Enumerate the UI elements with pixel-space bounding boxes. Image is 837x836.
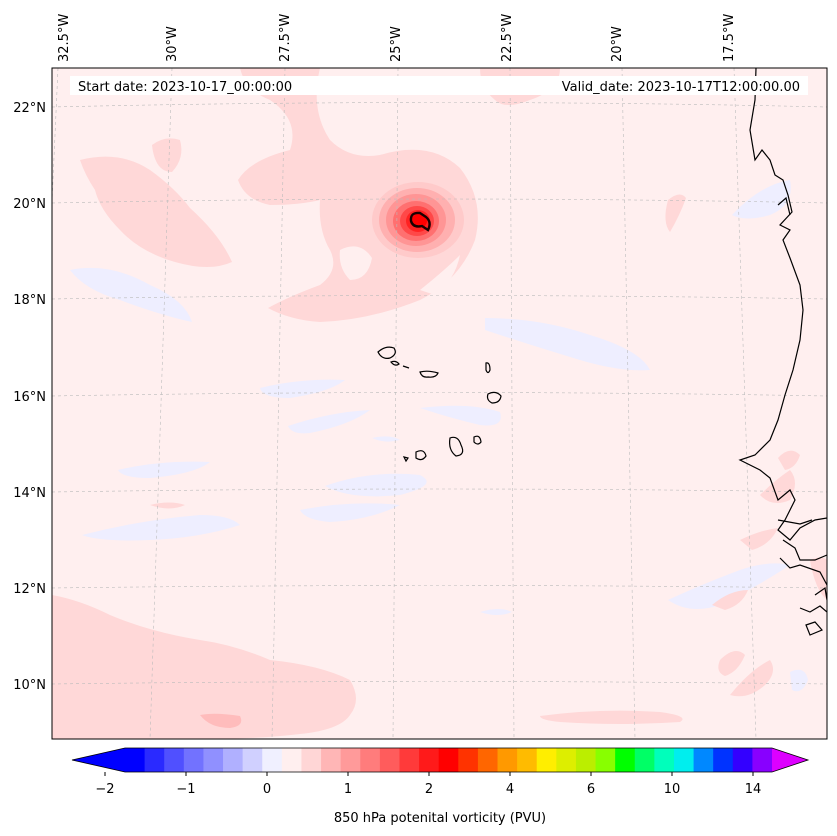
colorbar-cell [281,748,302,772]
colorbar-cell [595,748,616,772]
lat-label: 12°N [13,582,46,597]
colorbar-tick-labels: −2 −1 0 1 2 4 6 10 14 [95,782,761,797]
lon-label: 20°W [610,26,625,62]
colorbar-tick-label: 6 [587,782,595,797]
start-date-text: Start date: 2023-10-17_00:00:00 [78,80,292,95]
colorbar-cell [242,748,263,772]
colorbar-tick-label: 0 [263,782,271,797]
colorbar-cell [654,748,675,772]
cape-verde-islands [377,346,502,463]
colorbar-cell [340,748,361,772]
colorbar-cell [438,748,459,772]
african-coastline [738,68,827,636]
colorbar-cell [399,748,420,772]
lon-label: 32.5°W [57,14,72,62]
colorbar-tick-label: 14 [745,782,762,797]
lat-label: 20°N [13,197,46,212]
storm-pv-core [372,182,464,258]
pv-hole [339,246,372,280]
colorbar-cell [183,748,204,772]
colorbar-cell [732,748,753,772]
colorbar-cell [615,748,636,772]
valid-date-text: Valid_date: 2023-10-17T12:00:00.00 [562,80,800,95]
colorbar-cell [536,748,557,772]
colorbar-cell [144,748,165,772]
map-frame [51,67,828,740]
map-area [52,68,827,739]
latitude-labels: 22°N 20°N 18°N 16°N 14°N 12°N 10°N [13,101,46,693]
colorbar-cell [379,748,400,772]
colorbar-tick-label: 4 [506,782,514,797]
colorbar-cell [262,748,283,772]
lon-label: 25°W [389,26,404,62]
colorbar: −2 −1 0 1 2 4 6 10 14 850 hPa potenital … [71,747,810,826]
colorbar-cell [321,748,342,772]
colorbar-tick-label: −1 [176,782,195,797]
colorbar-tick-label: 2 [425,782,433,797]
lon-label: 22.5°W [500,14,515,62]
lat-label: 22°N [13,101,46,116]
longitude-labels: 32.5°W 30°W 27.5°W 25°W 22.5°W 20°W 17.5… [57,14,737,62]
colorbar-cell [556,748,577,772]
lon-label: 17.5°W [722,14,737,62]
moderate-pv-patches [200,713,242,728]
lon-label: 30°W [165,26,180,62]
lon-label: 27.5°W [278,14,293,62]
colorbar-cell [477,748,499,772]
lat-label: 10°N [13,678,46,693]
colorbar-cell [125,748,146,772]
colorbar-cell [203,748,224,772]
colorbar-outline [71,747,810,773]
colorbar-cell [693,748,714,772]
colorbar-cell [673,748,695,772]
colorbar-cell [360,748,381,772]
positive-pv-patches [52,68,827,739]
header-box [70,76,808,95]
lat-label: 18°N [13,293,46,308]
colorbar-cell [752,748,773,772]
colorbar-cells [125,748,773,772]
pv-hole-2 [420,255,460,295]
colorbar-over-arrow [772,748,808,772]
colorbar-cell [713,748,734,772]
colorbar-under-arrow [72,748,125,772]
gridlines [52,68,827,739]
colorbar-cell [575,748,597,772]
lat-label: 16°N [13,390,46,405]
colorbar-tick-label: −2 [95,782,114,797]
colorbar-cell [223,748,244,772]
colorbar-cell [634,748,655,772]
lat-label: 14°N [13,486,46,501]
colorbar-cell [419,748,440,772]
colorbar-tick-label: 10 [664,782,681,797]
colorbar-ticks [104,772,754,776]
colorbar-cell [517,748,538,772]
colorbar-cell [301,748,322,772]
colorbar-cell [164,748,185,772]
negative-pv-patches [70,180,808,692]
colorbar-label: 850 hPa potenital vorticity (PVU) [334,811,546,826]
colorbar-cell [497,748,518,772]
colorbar-tick-label: 1 [344,782,352,797]
colorbar-cell [458,748,479,772]
